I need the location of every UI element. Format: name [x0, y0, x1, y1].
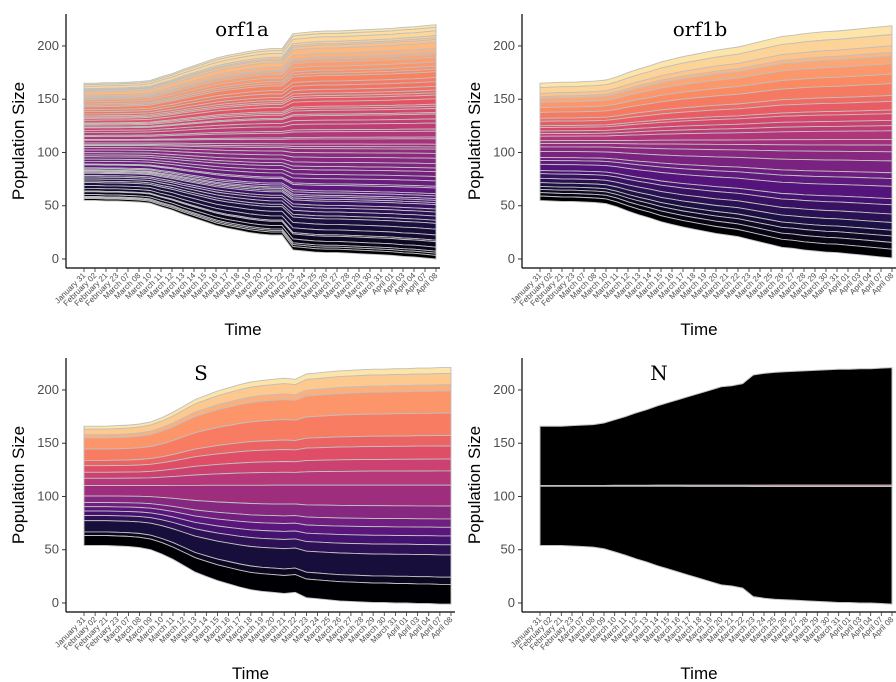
y-tick-label: 200	[493, 382, 515, 397]
y-tick-label: 50	[501, 542, 515, 557]
panel-title: orf1a	[215, 17, 269, 41]
band-S-17	[83, 535, 452, 605]
band-N-0	[539, 367, 893, 486]
y-tick-label: 150	[493, 435, 515, 450]
y-tick-label: 0	[52, 595, 59, 610]
band-N-2	[539, 485, 893, 605]
y-tick-label: 100	[37, 144, 59, 159]
y-axis-title: Population Size	[9, 82, 28, 200]
x-axis-title: Time	[680, 320, 717, 339]
panel-title: N	[650, 361, 668, 385]
y-tick-label: 150	[37, 91, 59, 106]
y-axis-title: Population Size	[465, 82, 484, 200]
y-tick-label: 100	[493, 144, 515, 159]
y-tick-label: 100	[493, 488, 515, 503]
y-tick-label: 50	[501, 198, 515, 213]
y-tick-label: 0	[508, 595, 515, 610]
y-tick-label: 150	[37, 435, 59, 450]
y-axis-title: Population Size	[465, 426, 484, 544]
y-tick-label: 200	[37, 38, 59, 53]
y-tick-label: 200	[493, 38, 515, 53]
band-orf1b-29	[539, 195, 893, 259]
x-axis-title: Time	[224, 320, 261, 339]
y-tick-label: 50	[45, 542, 59, 557]
x-axis-title: Time	[232, 664, 269, 682]
y-tick-label: 100	[37, 488, 59, 503]
y-tick-label: 200	[37, 382, 59, 397]
y-tick-label: 0	[52, 251, 59, 266]
y-tick-label: 0	[508, 251, 515, 266]
panel-title: S	[194, 361, 208, 385]
panel-title: orf1b	[673, 17, 728, 41]
y-axis-title: Population Size	[9, 426, 28, 544]
y-tick-label: 150	[493, 91, 515, 106]
x-axis-title: Time	[680, 664, 717, 682]
y-tick-label: 50	[45, 198, 59, 213]
band-orf1a-63	[83, 198, 437, 260]
